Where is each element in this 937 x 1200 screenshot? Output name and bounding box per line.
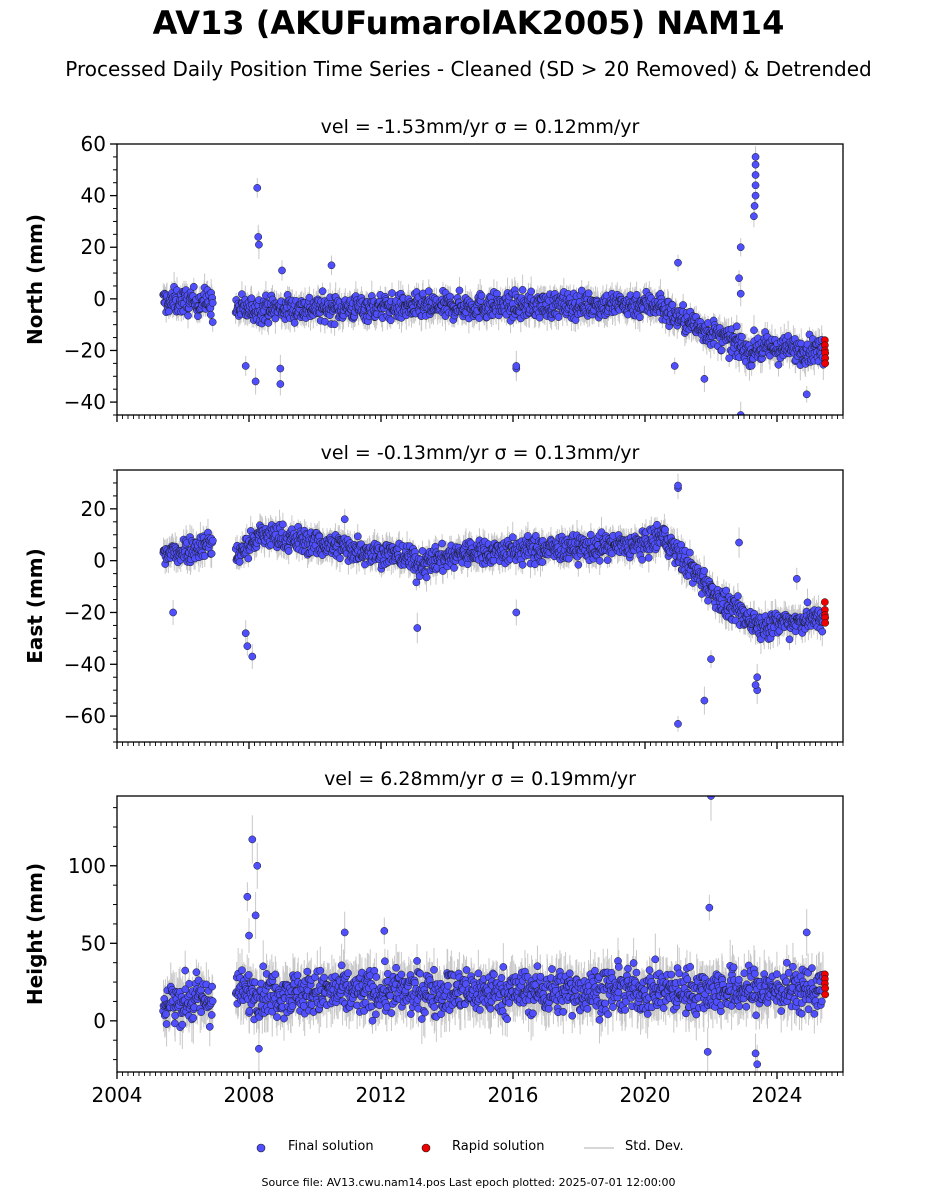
- final-solution-point: [386, 316, 395, 325]
- final-solution-point: [235, 558, 244, 566]
- final-solution-point: [290, 319, 299, 327]
- final-solution-point: [751, 181, 760, 190]
- final-solution-point: [751, 171, 760, 179]
- final-solution-point: [751, 160, 760, 169]
- final-solution-point: [278, 266, 286, 275]
- final-solution-point: [751, 153, 760, 161]
- final-solution-point: [336, 554, 344, 563]
- final-solution-point: [276, 364, 285, 373]
- final-solution-point: [736, 289, 745, 298]
- final-solution-point: [717, 346, 726, 355]
- final-solution-point: [735, 274, 743, 283]
- final-solution-point: [424, 287, 433, 295]
- final-solution-point: [194, 312, 202, 321]
- final-solution-point: [732, 322, 741, 331]
- final-solution-point: [251, 377, 260, 386]
- final-solution-point: [254, 233, 263, 241]
- y-tick-label: 0: [93, 287, 106, 311]
- final-solution-point: [750, 202, 759, 210]
- rapid-solution-point: [821, 359, 830, 368]
- final-solution-point: [668, 301, 677, 309]
- final-solution-point: [751, 191, 760, 200]
- final-solution-point: [184, 311, 192, 320]
- final-solution-point: [327, 261, 336, 270]
- final-solution-point: [736, 243, 745, 252]
- panel-1: vel = -1.53mm/yr σ = 0.12mm/yr North (mm)…: [23, 116, 844, 422]
- final-solution-point: [750, 326, 758, 335]
- final-solution-point: [518, 286, 527, 294]
- final-solution-point: [208, 318, 217, 326]
- final-solution-point: [279, 520, 287, 529]
- y-tick-label: 20: [81, 235, 106, 259]
- final-solution-point: [802, 390, 811, 399]
- final-solution-point: [527, 287, 536, 296]
- final-solution-point: [284, 547, 293, 555]
- final-solution-point: [330, 320, 339, 329]
- final-solution-point: [508, 533, 517, 542]
- final-solution-point: [670, 362, 679, 370]
- final-solution-point: [276, 380, 285, 388]
- final-solution-point: [635, 313, 644, 322]
- final-solution-point: [738, 332, 746, 341]
- final-solution-point: [750, 212, 758, 221]
- data-layer: [159, 146, 830, 415]
- final-solution-point: [584, 289, 593, 298]
- final-solution-point: [674, 258, 682, 267]
- data-layer: [159, 473, 830, 732]
- final-solution-point: [189, 282, 198, 291]
- final-solution-point: [512, 362, 521, 370]
- final-solution-point: [747, 361, 756, 370]
- final-solution-point: [208, 299, 217, 307]
- final-solution-point: [208, 536, 217, 545]
- final-solution-point: [535, 313, 544, 322]
- final-solution-point: [450, 564, 458, 572]
- final-solution-point: [632, 290, 641, 299]
- final-solution-point: [255, 240, 263, 249]
- final-solution-point: [244, 554, 253, 563]
- y-axis-label: East (mm): [23, 548, 47, 664]
- panel-title: vel = -0.13mm/yr σ = 0.13mm/yr: [321, 442, 640, 464]
- y-tick-label: 40: [81, 184, 106, 208]
- final-solution-point: [305, 293, 314, 302]
- final-solution-point: [577, 286, 586, 295]
- final-solution-point: [412, 578, 421, 587]
- final-solution-point: [774, 360, 783, 369]
- final-solution-point: [700, 375, 709, 383]
- final-solution-point: [264, 319, 273, 327]
- final-solution-point: [422, 573, 431, 582]
- final-solution-point: [554, 313, 563, 321]
- final-solution-point: [206, 310, 215, 319]
- y-axis-label: North (mm): [23, 214, 47, 345]
- y-tick-label: −20: [64, 338, 106, 362]
- final-solution-point: [207, 549, 216, 558]
- final-solution-point: [679, 301, 687, 309]
- y-tick-label: 60: [81, 132, 106, 156]
- final-solution-point: [320, 317, 329, 326]
- final-solution-point: [353, 532, 362, 541]
- final-solution-point: [438, 539, 446, 548]
- final-solution-point: [455, 286, 464, 295]
- final-solution-point: [253, 184, 262, 192]
- final-solution-point: [477, 291, 486, 300]
- final-solution-point: [271, 314, 280, 323]
- final-solution-point: [318, 287, 327, 296]
- y-tick-label: −40: [64, 390, 106, 414]
- final-solution-point: [241, 362, 250, 370]
- final-solution-point: [164, 307, 173, 316]
- panel-title: vel = -1.53mm/yr σ = 0.12mm/yr: [321, 116, 640, 138]
- final-solution-point: [388, 289, 396, 297]
